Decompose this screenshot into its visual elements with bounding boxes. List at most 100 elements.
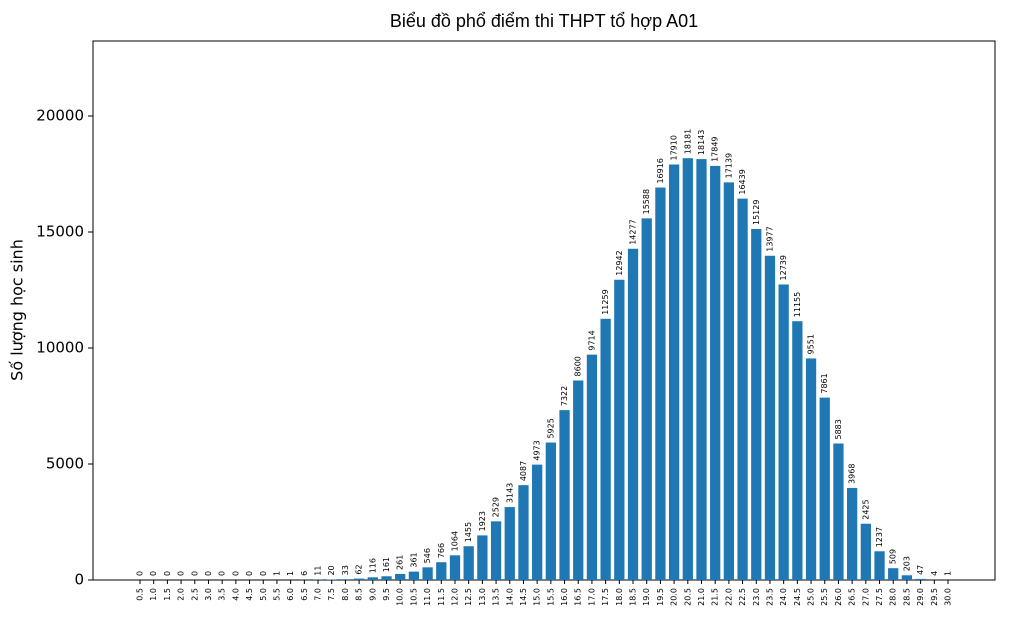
value-label: 18143 (697, 130, 706, 155)
value-label: 3143 (505, 483, 514, 503)
x-tick-label: 27.5 (875, 588, 884, 606)
x-tick-label: 30.0 (944, 588, 953, 606)
value-label: 2425 (861, 499, 870, 519)
x-tick-label: 28.0 (889, 588, 898, 606)
x-tick-label: 14.0 (505, 588, 514, 606)
value-label: 0 (190, 571, 199, 576)
bar (340, 579, 350, 580)
value-label: 14277 (629, 219, 638, 244)
value-label: 17910 (670, 135, 679, 160)
bar (710, 166, 720, 580)
x-tick-label: 1.0 (149, 588, 158, 601)
bar (600, 319, 610, 580)
x-tick-label: 29.5 (930, 588, 939, 606)
x-tick-label: 10.5 (409, 588, 418, 606)
x-tick-label: 7.0 (314, 588, 323, 601)
bar (642, 218, 652, 580)
bar (792, 321, 802, 580)
value-label: 7861 (820, 373, 829, 393)
value-label: 203 (902, 556, 911, 571)
x-tick-label: 11.5 (437, 588, 446, 606)
value-label: 15588 (642, 189, 651, 214)
bar (683, 158, 693, 580)
x-tick-label: 11.0 (423, 588, 432, 606)
value-label: 1 (272, 571, 281, 576)
bar (354, 579, 364, 580)
bar (724, 182, 734, 580)
bar (436, 562, 446, 580)
x-tick-label: 3.5 (218, 588, 227, 601)
value-label: 16439 (738, 169, 747, 194)
bar (902, 575, 912, 580)
value-label: 1237 (875, 527, 884, 547)
bar (669, 164, 679, 580)
value-label: 1923 (478, 511, 487, 531)
bar (628, 249, 638, 580)
x-tick-label: 19.0 (642, 588, 651, 606)
y-tick-label: 15000 (36, 223, 84, 241)
x-tick-label: 26.5 (848, 588, 857, 606)
chart-title: Biểu đồ phổ điểm thi THPT tổ hợp A01 (390, 11, 698, 31)
value-label: 6 (300, 571, 309, 576)
bar (806, 358, 816, 580)
x-tick-label: 9.5 (382, 588, 391, 601)
value-label: 0 (231, 571, 240, 576)
x-tick-label: 16.5 (574, 588, 583, 606)
value-label: 0 (204, 571, 213, 576)
x-tick-label: 7.5 (327, 588, 336, 601)
bar (614, 280, 624, 580)
x-tick-label: 2.0 (177, 588, 186, 601)
x-tick-label: 13.0 (478, 588, 487, 606)
value-label: 0 (149, 571, 158, 576)
x-tick-label: 5.5 (272, 588, 281, 601)
value-label: 1 (286, 571, 295, 576)
bar (587, 355, 597, 580)
x-tick-label: 25.5 (820, 588, 829, 606)
x-tick-label: 16.0 (560, 588, 569, 606)
bar (477, 535, 487, 580)
x-tick-label: 4.0 (231, 588, 240, 601)
y-tick-label: 10000 (36, 339, 84, 357)
bar (655, 188, 665, 580)
value-label: 16916 (656, 158, 665, 183)
x-tick-label: 2.5 (190, 588, 199, 601)
value-label: 5883 (834, 419, 843, 439)
value-label: 0 (163, 571, 172, 576)
x-tick-label: 9.0 (368, 588, 377, 601)
value-label: 0 (218, 571, 227, 576)
x-tick-label: 21.0 (697, 588, 706, 606)
bar (505, 507, 515, 580)
bar (422, 567, 432, 580)
value-label: 62 (355, 564, 364, 574)
value-label: 261 (396, 555, 405, 570)
value-label: 0 (259, 571, 268, 576)
value-label: 546 (423, 548, 432, 563)
x-tick-label: 10.0 (396, 588, 405, 606)
bar (696, 159, 706, 580)
bar (874, 551, 884, 580)
value-label: 17849 (711, 136, 720, 161)
value-label: 8600 (574, 356, 583, 376)
value-label: 33 (341, 565, 350, 575)
value-label: 17139 (724, 153, 733, 178)
x-tick-label: 8.5 (355, 588, 364, 601)
x-tick-label: 18.0 (615, 588, 624, 606)
bar (861, 524, 871, 580)
bar (559, 410, 569, 580)
value-label: 5925 (546, 418, 555, 438)
bar (381, 576, 391, 580)
value-label: 0 (136, 571, 145, 576)
x-tick-label: 13.5 (492, 588, 501, 606)
bar (573, 380, 583, 580)
value-label: 9551 (807, 334, 816, 354)
x-tick-label: 15.0 (533, 588, 542, 606)
x-tick-label: 29.0 (916, 588, 925, 606)
x-tick-label: 12.0 (450, 588, 459, 606)
value-label: 3968 (848, 464, 857, 484)
value-label: 15129 (752, 200, 761, 225)
bar (450, 555, 460, 580)
value-label: 1064 (450, 531, 459, 551)
value-label: 20 (327, 565, 336, 575)
x-tick-label: 12.5 (464, 588, 473, 606)
